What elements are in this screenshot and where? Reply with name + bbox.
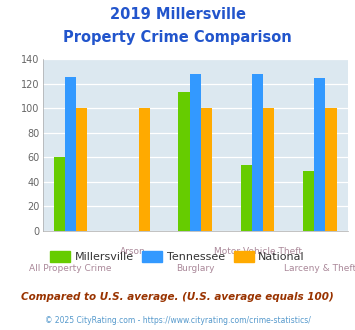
Bar bbox=[303, 171, 314, 231]
Text: Compared to U.S. average. (U.S. average equals 100): Compared to U.S. average. (U.S. average … bbox=[21, 292, 334, 302]
Bar bbox=[263, 109, 274, 231]
Text: © 2025 CityRating.com - https://www.cityrating.com/crime-statistics/: © 2025 CityRating.com - https://www.city… bbox=[45, 316, 310, 325]
Text: All Property Crime: All Property Crime bbox=[29, 264, 112, 273]
Text: 2019 Millersville: 2019 Millersville bbox=[109, 7, 246, 21]
Bar bbox=[252, 74, 263, 231]
Bar bbox=[201, 109, 212, 231]
Text: Property Crime Comparison: Property Crime Comparison bbox=[63, 30, 292, 45]
Bar bbox=[76, 109, 87, 231]
Bar bbox=[54, 157, 65, 231]
Text: Burglary: Burglary bbox=[176, 264, 214, 273]
Bar bbox=[179, 92, 190, 231]
Bar bbox=[190, 74, 201, 231]
Bar bbox=[314, 78, 326, 231]
Bar bbox=[326, 109, 337, 231]
Text: Arson: Arson bbox=[120, 248, 146, 256]
Bar bbox=[241, 165, 252, 231]
Bar bbox=[138, 109, 150, 231]
Bar bbox=[65, 77, 76, 231]
Legend: Millersville, Tennessee, National: Millersville, Tennessee, National bbox=[45, 247, 310, 267]
Text: Larceny & Theft: Larceny & Theft bbox=[284, 264, 355, 273]
Text: Motor Vehicle Theft: Motor Vehicle Theft bbox=[214, 248, 301, 256]
